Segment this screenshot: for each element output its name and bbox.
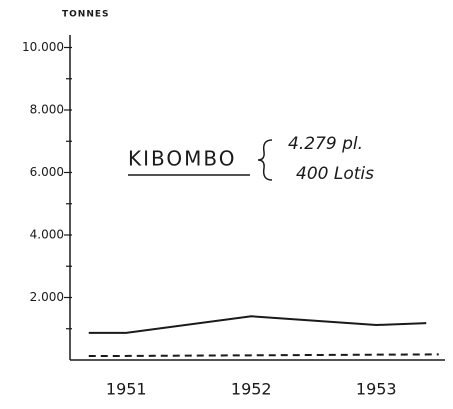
x-tick-label: 1951 <box>106 380 147 399</box>
brace <box>257 139 273 181</box>
y-tick-label: 6.000 <box>30 165 64 179</box>
line <box>88 353 439 357</box>
y-axis-label: TONNES <box>62 10 109 20</box>
y-tick-label: 2.000 <box>30 290 64 304</box>
annotation: 4.279 pl. <box>288 134 363 154</box>
y-tick-label: 8.000 <box>30 103 64 117</box>
line <box>88 315 427 334</box>
annotation: 400 Lotis <box>296 164 374 184</box>
y-tick-label: 4.000 <box>30 228 64 242</box>
annotation: KIBOMBO <box>128 147 237 171</box>
y-tick-label: 10.000 <box>22 40 64 54</box>
x-tick-label: 1952 <box>231 380 272 399</box>
x-tick-label: 1953 <box>356 380 397 399</box>
